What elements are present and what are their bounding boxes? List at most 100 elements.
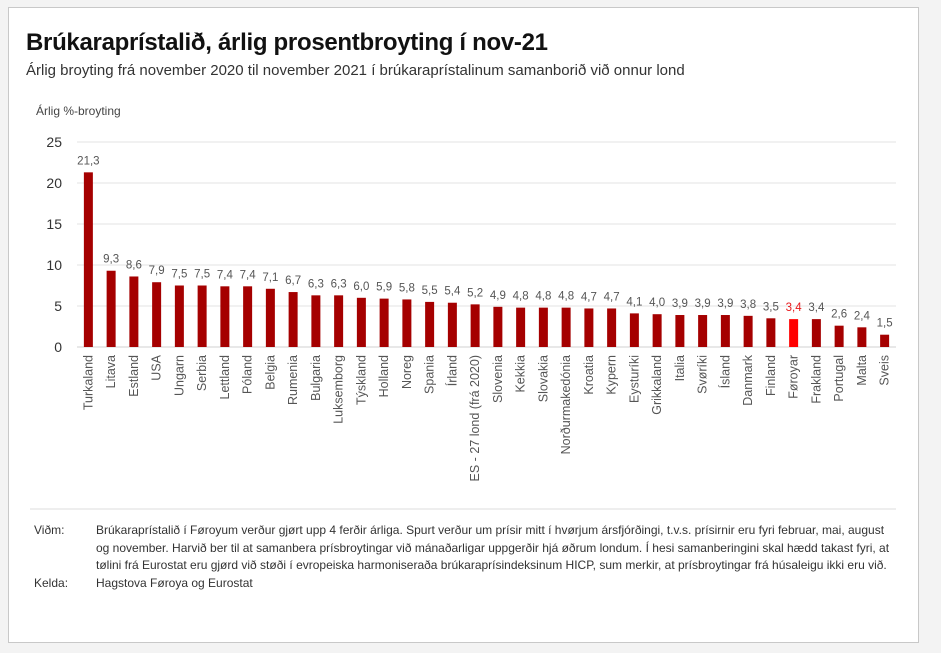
bar-luksemborg: [334, 295, 344, 347]
x-tick-label: Svøríki: [696, 355, 710, 394]
bar-f-royar: [789, 319, 799, 347]
bar-rumenia: [288, 292, 298, 347]
bar--rland: [447, 302, 457, 347]
bar-kroatia: [584, 308, 594, 347]
x-tick-label: Ungarn: [172, 355, 186, 396]
value-label: 4,0: [649, 297, 665, 309]
bar-eystur-ki: [629, 313, 639, 347]
x-tick-label: Belgia: [263, 355, 277, 390]
bar-lettland: [220, 286, 230, 347]
bar-litava: [106, 270, 116, 347]
bar-holland: [379, 298, 389, 347]
value-label: 3,4: [786, 302, 803, 314]
x-tick-label: Ísland: [717, 355, 732, 388]
value-label: 6,7: [285, 275, 301, 287]
value-label: 21,3: [77, 155, 99, 167]
bar-belgia: [265, 288, 275, 347]
bar-serbia: [197, 285, 207, 347]
x-tick-label: Slovenia: [491, 355, 505, 403]
value-label: 4,1: [626, 296, 642, 308]
x-tick-label: Póland: [241, 355, 255, 394]
bar-estland: [129, 276, 139, 347]
bar-italia: [675, 315, 685, 347]
value-label: 6,3: [308, 278, 324, 290]
bars: [83, 172, 890, 347]
x-tick-label: Holland: [377, 355, 391, 397]
value-label: 5,2: [467, 287, 483, 299]
notes-section: Viðm: Brúkaraprístalið í Føroyum verður …: [34, 522, 894, 592]
bar-spania: [425, 301, 435, 347]
bar-usa: [152, 282, 162, 347]
value-label: 7,9: [149, 265, 165, 277]
value-label: 7,5: [171, 269, 187, 281]
x-tick-label: Kroatia: [582, 355, 596, 395]
x-tick-label: Norðurmakedónia: [559, 355, 573, 454]
y-tick-label: 15: [46, 216, 62, 232]
bar-grikkaland: [652, 314, 662, 347]
value-label: 7,4: [240, 269, 257, 281]
bar-bulgaria: [311, 295, 321, 347]
bar-malta: [857, 327, 867, 347]
bar-es-27-lond-fr-2020-: [470, 304, 480, 347]
x-tick-label: Spania: [423, 355, 437, 394]
x-tick-label: Írland: [444, 355, 459, 386]
value-label: 8,6: [126, 259, 142, 271]
note-key: Viðm:: [34, 523, 65, 537]
bar-t-skland: [356, 297, 366, 347]
x-tick-label: Italia: [673, 355, 687, 381]
y-tick-label: 10: [46, 257, 62, 273]
x-tick-label: Kekkia: [514, 355, 528, 393]
x-tick-label: Sveis: [878, 355, 892, 386]
bar-frakland: [811, 319, 821, 347]
x-tick-label: Portugal: [832, 355, 846, 402]
value-label: 4,7: [581, 291, 597, 303]
value-label: 6,3: [331, 278, 347, 290]
x-tick-label: Luksemborg: [332, 355, 346, 424]
x-tick-label: Kypern: [605, 355, 619, 395]
x-tick-label: Frakland: [809, 355, 823, 404]
x-tick-label: Eysturíki: [627, 355, 641, 403]
bar-p-land: [243, 286, 253, 347]
y-tick-label: 5: [54, 298, 62, 314]
value-label: 6,0: [353, 281, 369, 293]
value-label: 4,9: [490, 290, 506, 302]
value-label: 3,9: [695, 298, 711, 310]
bar-danmark: [743, 315, 753, 347]
bar-finland: [766, 318, 776, 347]
bar-ungarn: [174, 285, 184, 347]
note-text: Brúkaraprístalið í Føroyum verður gjørt …: [96, 523, 890, 572]
x-tick-label: Turkaland: [81, 355, 95, 410]
bar-kypern: [607, 308, 617, 347]
value-label: 7,4: [217, 269, 234, 281]
x-tick-label: Rumenia: [286, 355, 300, 405]
value-label: 3,4: [808, 302, 825, 314]
x-tick-label: Finland: [764, 355, 778, 396]
note-row: Viðm: Brúkaraprístalið í Føroyum verður …: [34, 522, 894, 575]
value-label: 3,9: [672, 298, 688, 310]
value-label: 5,9: [376, 282, 392, 294]
value-label: 1,5: [877, 318, 893, 330]
value-label: 7,5: [194, 269, 210, 281]
chart-title: Brúkaraprístalið, árlig prosentbroyting …: [26, 29, 548, 56]
value-labels: 21,3 9,3 8,6 7,9 7,5 7,5 7,4 7,4 7,1 6,7 6,3 6,3 6,0…: [77, 155, 892, 329]
x-tick-label: Føroyar: [787, 355, 801, 399]
value-label: 3,8: [740, 299, 756, 311]
value-label: 3,5: [763, 301, 779, 313]
y-axis-label: Árlig %-broyting: [36, 104, 121, 118]
value-label: 2,4: [854, 310, 871, 322]
x-tick-label: Slovakia: [536, 355, 550, 402]
x-tick-label: Grikkaland: [650, 355, 664, 415]
value-label: 3,9: [717, 298, 733, 310]
value-label: 5,4: [444, 286, 461, 298]
x-tick-label: Noreg: [400, 355, 414, 389]
value-label: 5,8: [399, 282, 415, 294]
bar-sv-r-ki: [698, 315, 708, 347]
y-tick-label: 0: [54, 339, 62, 355]
bar--sland: [720, 315, 730, 347]
y-tick-label: 20: [46, 175, 62, 191]
x-tick-label: Serbia: [195, 355, 209, 391]
value-label: 4,8: [513, 291, 529, 303]
gridlines: [30, 141, 896, 510]
y-tick-label: 25: [46, 134, 62, 150]
x-tick-label: USA: [150, 354, 164, 380]
